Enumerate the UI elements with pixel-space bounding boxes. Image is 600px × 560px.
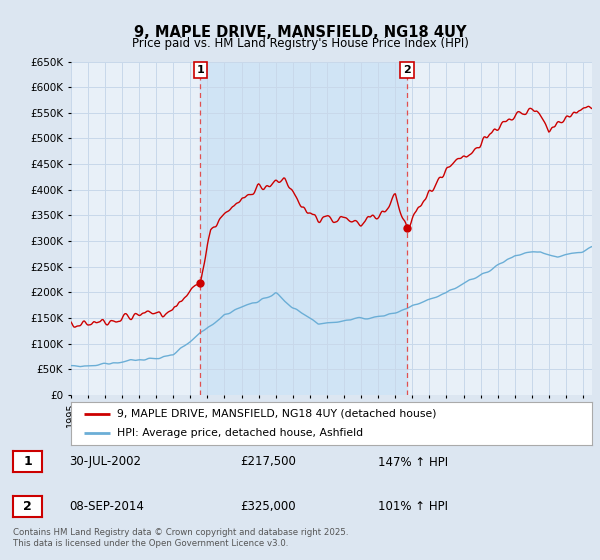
- Text: 2: 2: [23, 500, 32, 513]
- Text: 30-JUL-2002: 30-JUL-2002: [69, 455, 141, 469]
- Text: Price paid vs. HM Land Registry's House Price Index (HPI): Price paid vs. HM Land Registry's House …: [131, 37, 469, 50]
- Bar: [200, 62, 407, 395]
- Text: £325,000: £325,000: [240, 500, 296, 514]
- Text: 1: 1: [23, 455, 32, 468]
- Text: HPI: Average price, detached house, Ashfield: HPI: Average price, detached house, Ashf…: [116, 428, 363, 438]
- Text: 1: 1: [196, 65, 204, 75]
- Text: 101% ↑ HPI: 101% ↑ HPI: [378, 500, 448, 514]
- Text: 08-SEP-2014: 08-SEP-2014: [69, 500, 144, 514]
- Text: 2: 2: [403, 65, 411, 75]
- Text: Contains HM Land Registry data © Crown copyright and database right 2025.
This d: Contains HM Land Registry data © Crown c…: [13, 528, 349, 548]
- Text: £217,500: £217,500: [240, 455, 296, 469]
- Text: 9, MAPLE DRIVE, MANSFIELD, NG18 4UY: 9, MAPLE DRIVE, MANSFIELD, NG18 4UY: [134, 25, 466, 40]
- Text: 147% ↑ HPI: 147% ↑ HPI: [378, 455, 448, 469]
- Text: 9, MAPLE DRIVE, MANSFIELD, NG18 4UY (detached house): 9, MAPLE DRIVE, MANSFIELD, NG18 4UY (det…: [116, 409, 436, 419]
